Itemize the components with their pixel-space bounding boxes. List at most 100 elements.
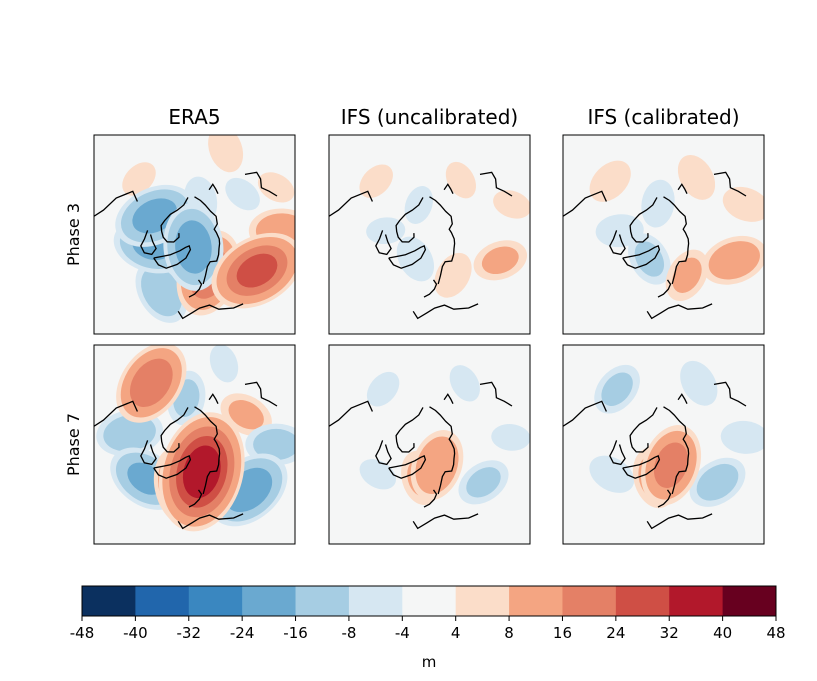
colorbar-tick-label: -4 [395,624,410,642]
colorbar-tick-label: -40 [123,624,148,642]
positive-anomaly [359,164,393,198]
positive-anomaly [677,154,716,200]
coastline [677,393,688,404]
coastlines [563,381,747,530]
coastline [94,190,138,218]
colorbar-tick-label: -24 [230,624,255,642]
contour-band [481,246,519,275]
contour-band [132,198,178,234]
positive-anomaly [445,161,477,199]
coastline [429,196,456,285]
contour-band [722,186,764,222]
coastline [646,303,713,320]
contour-band [601,372,633,406]
panel-phase-7-era5 [93,344,296,545]
coastline [194,406,221,495]
coastline [194,196,221,285]
contour-band [225,177,260,211]
coastline [713,171,747,197]
negative-anomaly [225,177,260,211]
colorbar-segment [615,586,670,616]
negative-anomaly [366,371,400,407]
negative-anomaly [641,179,675,228]
positive-anomaly [158,412,245,532]
colorbar-tick-label: 16 [553,624,572,642]
contour-band [491,424,530,451]
colorbar-tick-label: 48 [766,624,785,642]
positive-anomaly [211,232,295,309]
panel-phase-3-ifs-calibrated [562,134,765,335]
positive-anomaly [208,135,244,173]
contour-band [445,161,477,199]
coastline [244,381,278,407]
positive-anomaly [257,172,295,203]
colorbar-segment [562,586,617,616]
coastline [412,513,479,530]
colorbar-tick-label: -8 [341,624,356,642]
coastline [140,230,157,256]
row-labels: Phase 3 Phase 7 [64,203,83,476]
coastlines [329,171,513,320]
contour-band [708,241,760,280]
colorbar-tick-label: 24 [606,624,625,642]
coastline [388,245,427,269]
coastline [423,489,438,508]
contour-band [359,459,397,490]
coastline [563,400,607,428]
coastline [177,303,244,320]
panel-frame [562,134,765,335]
coastline [188,489,203,508]
coastline [677,183,688,194]
negative-anomaly [458,460,509,505]
negative-anomaly [594,364,640,414]
positive-anomaly [493,190,530,219]
contour-band [253,428,295,461]
contour-band [634,241,665,277]
coastline [94,400,138,428]
panel-phase-3-ifs-uncalibrated [328,134,531,335]
coastline [443,183,454,194]
coastline [423,279,438,298]
positive-anomaly [665,249,709,301]
contour-band [641,179,675,228]
coastline [153,245,192,269]
panel-phase-3-era5 [93,134,296,335]
coastline [657,489,672,508]
row-label: Phase 3 [64,203,83,266]
contour-band [366,217,406,245]
positive-anomaly [410,430,464,501]
panel-frame [93,134,296,335]
coastline [153,455,192,479]
contour-band [175,220,212,274]
contour-band [122,162,156,196]
colorbar-tick-label: 32 [660,624,679,642]
panel-phase-7-ifs-calibrated [562,344,765,545]
colorbar-tick-label: 8 [504,624,514,642]
colorbar-frame [81,585,777,617]
negative-anomaly [628,233,671,285]
coastline [657,279,672,298]
contour-band [466,467,501,498]
negative-anomaly [491,424,530,451]
panel-phase-7-ifs-uncalibrated [328,344,531,545]
colorbar-tick-label: -16 [283,624,308,642]
colorbar-segment [722,586,777,616]
panel-frame [328,134,531,335]
contour-band [672,257,702,293]
positive-anomaly [473,240,528,281]
colorbar-tick-label: 4 [451,624,461,642]
coastline [479,171,513,197]
contour-band [589,455,635,493]
panel-background [329,135,530,334]
column-title: ERA5 [168,105,220,129]
negative-anomaly [366,217,406,245]
column-titles: ERA5 IFS (uncalibrated) IFS (calibrated) [168,105,739,129]
contour-band [653,442,689,488]
colorbar-segment [188,586,243,616]
coastline [244,171,278,197]
contour-band [415,436,459,494]
contour-band [677,154,716,200]
colorbar-tick-label: 40 [713,624,732,642]
negative-anomaly [689,457,746,507]
